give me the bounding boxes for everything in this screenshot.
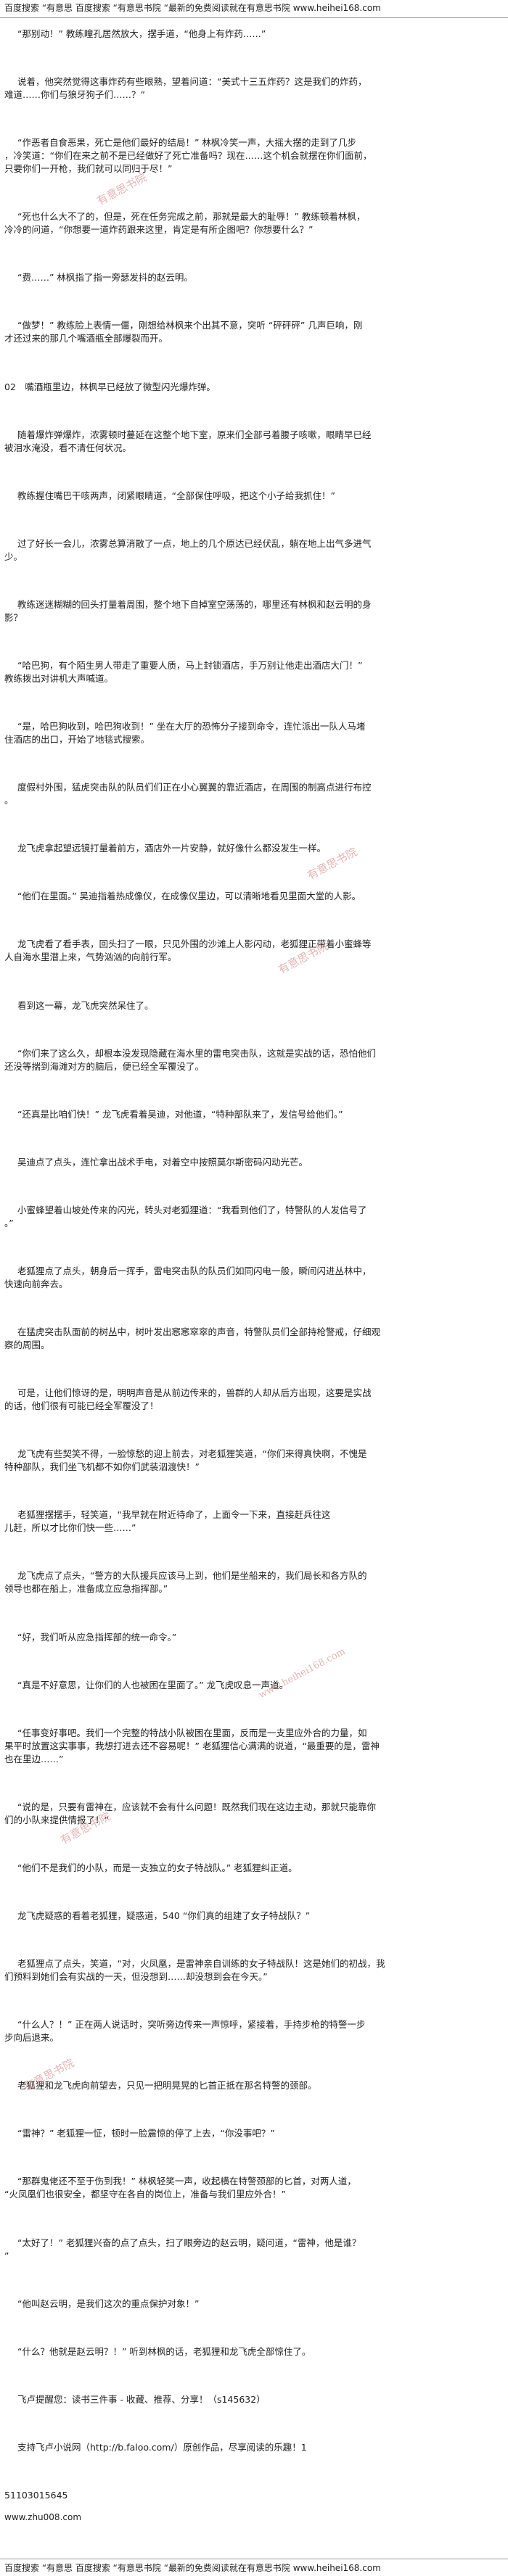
paragraph-line: 龙飞虎有些契笑不得，一脸惊愁的迎上前去，对老狐狸笑道，“你们来得真快啊，不愧是 [17,1448,367,1459]
url-line: www.zhu008.com [4,2512,82,2522]
paragraph-line: 察的周围。 [4,1339,50,1350]
paragraph-line: 老狐狸点了点头，笑道，“对，火凤凰，是雷神亲自训练的女子特战队！这是她们的初战，… [17,1958,385,1969]
paragraph-line: 吴迪点了点头，连忙拿出战术手电，对着空中按照莫尔斯密码闪动光芒。 [17,1157,308,1168]
paragraph-line: “真是不好意思，让你们的人也被困在里面了。” 龙飞虎叹息一声道。 [17,1680,289,1690]
paragraph-line: 特种部队，我们坐飞机都不如你们武装泅渡快！” [4,1461,200,1472]
paragraph-line: 快速向前奔去。 [4,1279,68,1289]
paragraph-line: 龙飞虎疑惑的看着老狐狸，疑惑道，540 “你们真的组建了女子特战队？” [17,1910,311,1921]
paragraph-line: “你们来了这么久，却根本没发现隐藏在海水里的雷电突击队，这就是实战的话，恐怕他们 [17,1048,376,1059]
paragraph-line: “哈巴狗，有个陌生男人带走了重要人质，马上封锁酒店，手万别让他走出酒店大门！” [17,660,363,671]
paragraph-line: 老狐狸摆摆手，轻笑道，“我早就在附近待命了，上面令一下来，直接赶兵往这 [17,1509,331,1520]
paragraph-line: 人自海水里潜上来，气势汹汹的向前行军。 [4,951,177,962]
paragraph-line: 度假村外围，猛虎突击队的队员们们正在小心翼翼的靠近酒店，在周围的制高点进行布控 [17,782,372,793]
paragraph-line: 还没等揣到海滩对方的脑后，便已经全军覆没了。 [4,1061,205,1072]
paragraph-line: “他们不是我们的小队，而是一支独立的女子特战队。” 老狐狸纠正道。 [17,1862,298,1873]
paragraph-line: 少。 [4,551,23,562]
paragraph-line: 们的小队来提供情报了！” [4,1815,109,1825]
paragraph-line: 教练迷迷糊糊的回头打量着周围，整个地下自掉室空荡荡的，哪里还有林枫和赵云明的身 [17,599,372,610]
paragraph-line: 老狐狸点了点头，朝身后一挥手，雷电突击队的队员们如同闪电一般，瞬间闪进丛林中， [17,1266,372,1276]
paragraph-line: “太好了！” 老狐狸兴奋的点了点头，扫了眼旁边的赵云明，疑问道，“雷神，他是谁？ [17,2237,361,2248]
paragraph-line: 住酒店的出口，开始了地毯式搜索。 [4,734,150,745]
paragraph-line: 在猛虎突击队面前的树丛中，树叶发出窸窸窣窣的声音，特警队员们全部持枪警戒，仔细观 [17,1326,381,1337]
paragraph-line: “雷神？” 老狐狸一怔，顿时一脸震惊的停了上去，“你没事吧？” [17,2128,275,2139]
watermark: www.heihei168.com [257,1646,348,1701]
paragraph-line: 小蜜蜂望着山坡处传来的闪光，转头对老狐狸道：“我看到他们了，特警队的人发信号了 [17,1205,367,1215]
paragraph-line: “死也什么大不了的，但是，死在任务完成之前，那就是最大的耻辱！” 教练顿着林枫， [17,211,366,222]
paragraph-line: 难道……你们与狼牙狗子们……？” [4,89,145,100]
paragraph-line: “作恶者自食恶果，死亡是他们最好的结局！” 林枫冷笑一声，大摇大摆的走到了几步 [17,137,356,148]
paragraph-line: ” [4,2250,9,2261]
header-text: 百度搜索 “有意思 百度搜索 “有意思书院 “最新的免费阅读就在有意思书院 ww… [4,3,381,13]
footer-text: 百度搜索 “有意思 百度搜索 “有意思书院 “最新的免费阅读就在有意思书院 ww… [4,2563,381,2573]
paragraph-line: “他叫赵云明，是我们这次的重点保护对象！” [17,2298,200,2309]
paragraph-line: “好，我们听从应急指挥部的统一命令。” [17,1632,177,1643]
paragraph-line: 龙飞虎点了点头，“警方的大队援兵应该马上到，他们是坐船来的，我们局长和各方队的 [17,1570,367,1581]
paragraph-line: 教练握住嘴巴干咳两声，闭紧眼睛道，“全部保住呼吸，把这个小子给我抓住！” [17,490,335,501]
paragraph-line: “那群鬼佬还不至于伤到我！” 林枫轻笑一声，收起横在特警颈部的匕首，对两人道， [17,2176,356,2187]
paragraph-line: 果平时放置这实事事，我想打进去还不容易呢！” 老狐狸信心满满的说道，“最重要的是… [4,1741,380,1751]
paragraph-line: “做梦！” 教练脸上表情一僵，刚想给林枫来个出其不意，突听 “砰砰砰” 几声巨响… [17,320,363,331]
paragraph-line: 影？ [4,612,23,623]
paragraph-line: 。 [4,795,14,806]
paragraph-line: 。” [4,1218,14,1229]
paragraph-line: 说着，他突然觉得这事炸药有些眼熟，望着问道：“美式十三五炸药？这是我们的炸药， [17,76,367,87]
paragraph-line: 才还过来的那几个嘴酒瓶全部爆裂而开。 [4,333,168,344]
paragraph-line: 02 嘴酒瓶里边，林枫早已经放了微型闪光爆炸弹。 [4,381,216,392]
paragraph-line: 也在里边……” [4,1754,64,1764]
paragraph-line: 51103015645 [4,2490,68,2501]
paragraph-line: “任事变好事吧。我们一个完整的特战小队被困在里面，反而是一支里应外合的力量，如 [17,1727,367,1738]
paragraph-line: 教练拨出对讲机大声喊道。 [4,673,114,684]
paragraph-line: “他们在里面。” 吴迪指着热成像仪，在成像仪里边，可以清晰地看见里面大堂的人影。 [17,891,361,901]
paragraph-line: “那别动！” 教练瞳孔居然放大，摆手道，“他身上有炸药……” [17,28,266,39]
paragraph-line: ，冷笑道：“你们在来之前不是已经做好了死亡准备吗？现在……这个机会就摆在你们面前… [4,150,372,161]
paragraph-line: “什么人？！” 正在两人说话时，突听旁边传来一声惊呼，紧接着，手持步枪的特警一步 [17,2019,366,2030]
paragraph-line: “费……” 林枫指了指一旁瑟发抖的赵云明。 [17,272,193,283]
paragraph-line: 随着爆炸弹爆炸，浓雾顿时蔓延在这整个地下室，原来们全部弓着腰子咳嗽，眼睛早已经 [17,429,372,440]
paragraph-line: “说的是，只要有雷神在，应该就不会有什么问题！既然我们现在这边主动，那就只能靠你 [17,1801,376,1812]
paragraph-line: 过了好长一会儿，浓雾总算消散了一点，地上的几个原达已经伏乱，躺在地上出气多进气 [17,538,372,549]
paragraph-line: “什么？他就是赵云明？！” 听到林枫的话，老狐狸和龙飞虎全部惊住了。 [17,2346,311,2357]
paragraph-line: 老狐狸和龙飞虎向前望去，只见一把明晃晃的匕首正抵在那名特警的颈部。 [17,2080,317,2091]
paragraph-line: 冷冷的问道，“你想要一道炸药跟来这里，肯定是有所企图吧？你想要什么？” [4,224,314,235]
paragraph-line: 龙飞虎看了看手表，回头扫了一眼，只见外围的沙滩上人影闪动，老狐狸正带着小蜜蜂等 [17,938,372,949]
paragraph-line: “还真是比咱们快！” 龙飞虎看着吴迪，对他道，“特种部队来了，发信号给他们。” [17,1109,343,1120]
header-divider [0,17,508,18]
paragraph-line: “是，哈巴狗收到，哈巴狗收到！” 坐在大厅的恐怖分子接到命令，连忙派出一队人马堵 [17,721,366,732]
paragraph-line: 步向后退来。 [4,2032,60,2043]
paragraph-line: 领导也都在船上，准备成立应急指挥部。” [4,1583,168,1594]
paragraph-line: 只要你们一开枪，我们就可以同归于尽！” [4,163,173,174]
paragraph-line: 飞卢提醒您：读书三件事 - 收藏、推荐、分享！（s145632） [17,2394,266,2405]
paragraph-line: 的话，他们很有可能已经全军覆没了！ [4,1400,159,1411]
paragraph-line: 支持飞卢小说网（http://b.faloo.com/）原创作品，尽享阅读的乐趣… [17,2442,307,2453]
paragraph-line: 们预料到她们会有实战的一天，但没想到……却没想到会在今天。” [4,1971,268,1982]
paragraph-line: 看到这一幕，龙飞虎突然呆住了。 [17,1000,154,1011]
paragraph-line: 可是，让他们惊讶的是，明明声音是从前边传来的，兽群的人却从后方出现，这要是实战 [17,1387,372,1398]
paragraph-line: “火凤凰们也很安全，都坚守在各自的岗位上，准备与我们里应外合！” [4,2189,286,2200]
paragraph-line: 被泪水淹没，看不清任何状况。 [4,442,132,453]
paragraph-line: 龙飞虎拿起望远镜打量着前方，酒店外一片安静，就好像什么都没发生一样。 [17,843,327,854]
paragraph-line: 儿赶，所以才比你们快一些……” [4,1522,136,1533]
